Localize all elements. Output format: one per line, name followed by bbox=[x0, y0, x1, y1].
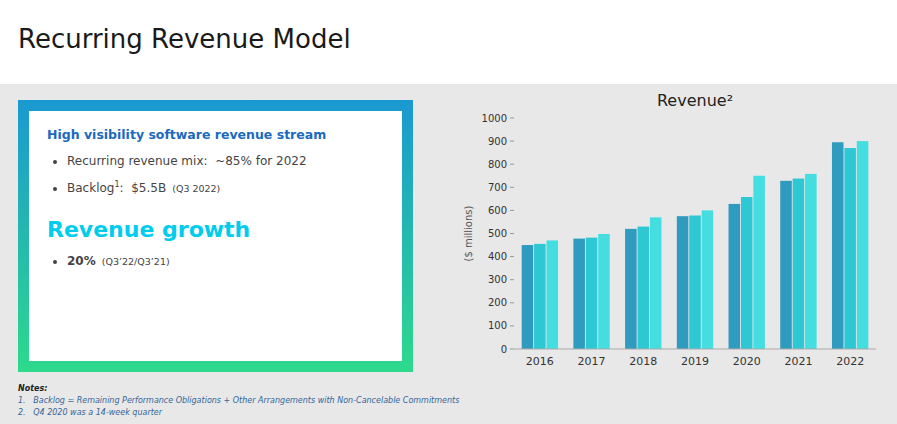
bullet: Backlog1: $5.5B (Q3 2022) bbox=[67, 180, 384, 195]
bar bbox=[586, 238, 598, 349]
bar-chart: Revenue² ($ millions) 0 100 200 300 400 500 600 7… bbox=[460, 88, 888, 373]
bar bbox=[702, 210, 714, 349]
y-axis-label: ($ millions) bbox=[463, 205, 474, 261]
bullet-list: 20% (Q3’22/Q3’21) bbox=[47, 254, 384, 268]
bar bbox=[650, 217, 662, 349]
bullet: Recurring revenue mix: ~85% for 2022 bbox=[67, 154, 384, 168]
y-tick-label: 0 bbox=[501, 344, 507, 355]
note: 2. Q4 2020 was a 14-week quarter bbox=[18, 407, 459, 419]
y-tick-label: 500 bbox=[488, 228, 507, 239]
y-tick-label: 300 bbox=[488, 274, 507, 285]
y-tick bbox=[510, 187, 514, 188]
bar bbox=[638, 227, 650, 349]
x-tick-label: 2021 bbox=[784, 355, 812, 368]
bar bbox=[522, 245, 534, 349]
y-tick bbox=[510, 210, 514, 211]
y-tick-label: 600 bbox=[488, 205, 507, 216]
x-tick-label: 2017 bbox=[578, 355, 606, 368]
bar bbox=[780, 181, 792, 349]
y-tick-label: 200 bbox=[488, 297, 507, 308]
bars bbox=[522, 141, 869, 349]
y-tick-label: 1000 bbox=[482, 113, 507, 124]
bar bbox=[625, 229, 637, 349]
panel-heading: High visibility software revenue stream bbox=[47, 127, 384, 142]
bar bbox=[753, 176, 765, 349]
y-tick-label: 100 bbox=[488, 320, 507, 331]
bar bbox=[573, 239, 585, 349]
y-tick bbox=[510, 279, 514, 280]
info-panel: High visibility software revenue stream … bbox=[18, 100, 413, 372]
bar bbox=[689, 215, 701, 349]
bullet-note: (Q3 2022) bbox=[166, 183, 220, 194]
x-tick-label: 2020 bbox=[733, 355, 761, 368]
y-tick bbox=[510, 325, 514, 326]
y-tick bbox=[510, 164, 514, 165]
bar bbox=[832, 142, 844, 349]
footnote-mark: 1 bbox=[114, 180, 119, 189]
bar bbox=[546, 240, 558, 349]
bullet-text: Backlog bbox=[67, 181, 114, 195]
bullet: 20% (Q3’22/Q3’21) bbox=[67, 254, 384, 268]
x-tick-label: 2019 bbox=[681, 355, 709, 368]
bar bbox=[598, 234, 610, 349]
bar bbox=[741, 197, 753, 349]
page-title: Recurring Revenue Model bbox=[18, 24, 351, 54]
bar bbox=[857, 141, 869, 349]
y-tick-label: 800 bbox=[488, 159, 507, 170]
x-tick-label: 2018 bbox=[629, 355, 657, 368]
y-tick bbox=[510, 349, 514, 350]
y-tick-label: 900 bbox=[488, 136, 507, 147]
y-tick-label: 400 bbox=[488, 251, 507, 262]
note: 1. Backlog = Remaining Performance Oblig… bbox=[18, 395, 459, 407]
growth-heading: Revenue growth bbox=[47, 217, 384, 242]
bar bbox=[793, 179, 805, 349]
y-tick bbox=[510, 302, 514, 303]
chart-container: Revenue² ($ millions) 0 100 200 300 400 500 600 7… bbox=[460, 88, 888, 377]
bullet-text: Recurring revenue mix: ~85% for 2022 bbox=[67, 154, 307, 168]
bullet-text: 20% bbox=[67, 254, 96, 268]
info-panel-inner: High visibility software revenue stream … bbox=[29, 111, 402, 361]
bullet-text: : $5.5B bbox=[120, 181, 167, 195]
chart-title: Revenue² bbox=[657, 91, 733, 110]
x-tick-label: 2016 bbox=[526, 355, 554, 368]
bullet-note: (Q3’22/Q3’21) bbox=[96, 256, 170, 267]
bullet-list: Recurring revenue mix: ~85% for 2022 Bac… bbox=[47, 154, 384, 195]
x-axis-line bbox=[514, 349, 876, 350]
bar bbox=[534, 244, 546, 349]
bar bbox=[844, 148, 856, 349]
y-tick-label: 700 bbox=[488, 182, 507, 193]
bar bbox=[677, 216, 689, 349]
notes: Notes: 1. Backlog = Remaining Performanc… bbox=[18, 383, 459, 419]
bar bbox=[729, 204, 741, 349]
notes-heading: Notes: bbox=[18, 383, 459, 395]
bar bbox=[805, 174, 817, 349]
x-tick-label: 2022 bbox=[836, 355, 864, 368]
y-tick bbox=[510, 233, 514, 234]
y-tick bbox=[510, 141, 514, 142]
y-tick bbox=[510, 118, 514, 119]
y-tick bbox=[510, 256, 514, 257]
